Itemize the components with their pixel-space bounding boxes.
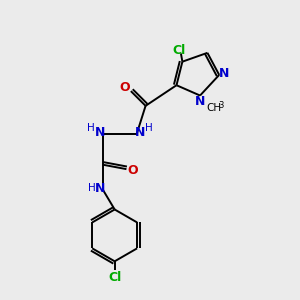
Text: N: N [95,126,105,139]
Text: CH: CH [206,103,222,113]
Text: Cl: Cl [108,271,121,284]
Text: O: O [119,81,130,94]
Text: 3: 3 [218,101,224,110]
Text: N: N [219,67,230,80]
Text: N: N [134,126,145,139]
Text: N: N [195,95,205,108]
Text: H: H [87,123,94,133]
Text: N: N [95,182,106,195]
Text: O: O [128,164,138,177]
Text: H: H [145,123,153,133]
Text: Cl: Cl [173,44,186,57]
Text: H: H [88,183,96,193]
